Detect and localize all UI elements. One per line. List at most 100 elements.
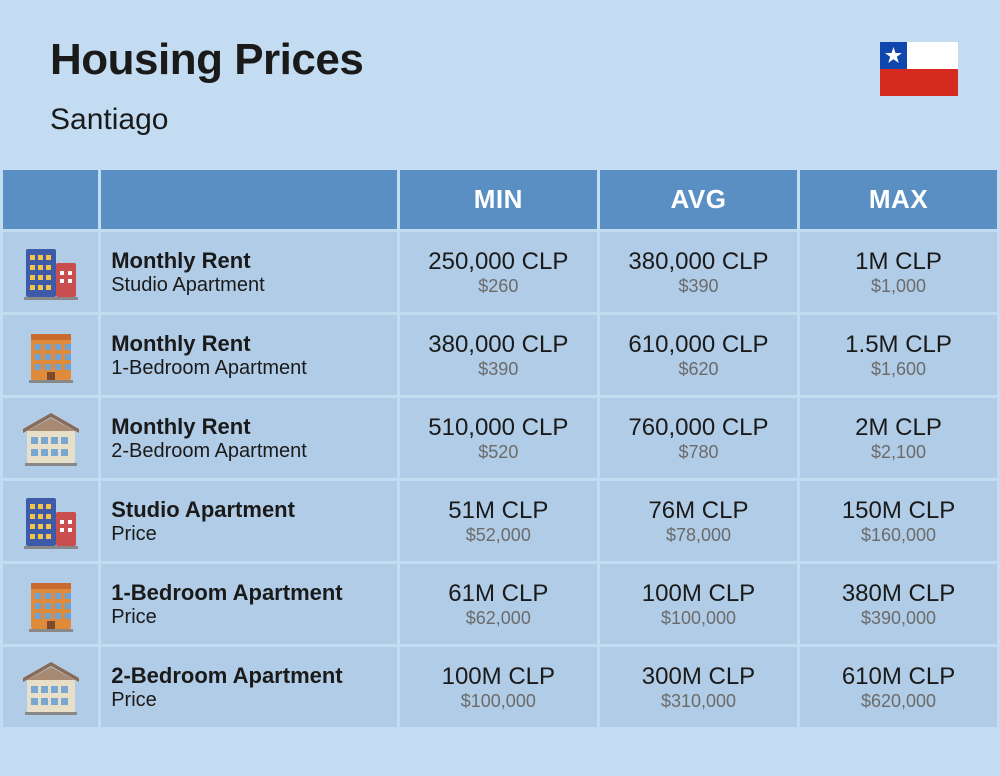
row-avg-cell: 100M CLP $100,000 (600, 564, 797, 644)
row-min-cell: 51M CLP $52,000 (400, 481, 597, 561)
page-title: Housing Prices (50, 35, 950, 85)
row-max-top: 150M CLP (800, 497, 997, 525)
row-label-top: Monthly Rent (111, 248, 397, 273)
row-min-top: 250,000 CLP (400, 248, 597, 276)
col-avg: AVG (600, 170, 797, 229)
row-min-cell: 61M CLP $62,000 (400, 564, 597, 644)
row-avg-top: 76M CLP (600, 497, 797, 525)
table-row: Monthly Rent 1-Bedroom Apartment 380,000… (3, 315, 997, 395)
row-avg-top: 610,000 CLP (600, 331, 797, 359)
table-row: 1-Bedroom Apartment Price 61M CLP $62,00… (3, 564, 997, 644)
row-label-top: Monthly Rent (111, 414, 397, 439)
row-min-bot: $52,000 (400, 524, 597, 547)
row-label-bot: 2-Bedroom Apartment (111, 439, 397, 464)
page-subtitle: Santiago (50, 103, 950, 137)
row-min-bot: $520 (400, 441, 597, 464)
row-label-cell: Studio Apartment Price (101, 481, 397, 561)
row-avg-bot: $100,000 (600, 607, 797, 630)
row-min-bot: $100,000 (400, 690, 597, 713)
row-min-cell: 250,000 CLP $260 (400, 232, 597, 312)
col-icon (3, 170, 98, 229)
row-avg-cell: 380,000 CLP $390 (600, 232, 797, 312)
row-min-cell: 100M CLP $100,000 (400, 647, 597, 727)
row-label-bot: 1-Bedroom Apartment (111, 356, 397, 381)
row-max-top: 2M CLP (800, 414, 997, 442)
row-max-top: 1.5M CLP (800, 331, 997, 359)
row-max-cell: 2M CLP $2,100 (800, 398, 997, 478)
row-min-cell: 380,000 CLP $390 (400, 315, 597, 395)
row-max-bot: $1,600 (800, 358, 997, 381)
row-label-top: Studio Apartment (111, 497, 397, 522)
building-orange-icon (3, 577, 98, 633)
row-label-bot: Studio Apartment (111, 273, 397, 298)
row-min-bot: $390 (400, 358, 597, 381)
row-avg-top: 100M CLP (600, 580, 797, 608)
row-max-cell: 1.5M CLP $1,600 (800, 315, 997, 395)
row-max-top: 610M CLP (800, 663, 997, 691)
row-min-top: 51M CLP (400, 497, 597, 525)
row-avg-top: 380,000 CLP (600, 248, 797, 276)
row-avg-bot: $390 (600, 275, 797, 298)
row-max-cell: 150M CLP $160,000 (800, 481, 997, 561)
row-avg-bot: $310,000 (600, 690, 797, 713)
row-icon-cell (3, 232, 98, 312)
col-label (101, 170, 397, 229)
row-avg-top: 300M CLP (600, 663, 797, 691)
row-label-cell: 1-Bedroom Apartment Price (101, 564, 397, 644)
row-min-top: 100M CLP (400, 663, 597, 691)
row-label-top: 1-Bedroom Apartment (111, 580, 397, 605)
row-min-bot: $260 (400, 275, 597, 298)
row-label-cell: 2-Bedroom Apartment Price (101, 647, 397, 727)
building-blue-icon (3, 494, 98, 550)
row-icon-cell (3, 315, 98, 395)
pricing-table: MIN AVG MAX Monthly Rent Studio Apartmen… (0, 167, 1000, 730)
row-max-bot: $1,000 (800, 275, 997, 298)
row-avg-bot: $620 (600, 358, 797, 381)
row-label-top: Monthly Rent (111, 331, 397, 356)
row-min-top: 380,000 CLP (400, 331, 597, 359)
table-row: Monthly Rent Studio Apartment 250,000 CL… (3, 232, 997, 312)
row-avg-bot: $780 (600, 441, 797, 464)
row-label-cell: Monthly Rent 1-Bedroom Apartment (101, 315, 397, 395)
row-avg-cell: 610,000 CLP $620 (600, 315, 797, 395)
row-avg-cell: 760,000 CLP $780 (600, 398, 797, 478)
row-label-bot: Price (111, 522, 397, 547)
row-avg-top: 760,000 CLP (600, 414, 797, 442)
col-min: MIN (400, 170, 597, 229)
row-max-bot: $2,100 (800, 441, 997, 464)
row-min-top: 510,000 CLP (400, 414, 597, 442)
row-label-cell: Monthly Rent 2-Bedroom Apartment (101, 398, 397, 478)
col-max: MAX (800, 170, 997, 229)
row-label-top: 2-Bedroom Apartment (111, 663, 397, 688)
row-min-bot: $62,000 (400, 607, 597, 630)
row-label-cell: Monthly Rent Studio Apartment (101, 232, 397, 312)
house-beige-icon (3, 411, 98, 467)
row-max-cell: 380M CLP $390,000 (800, 564, 997, 644)
table-header-row: MIN AVG MAX (3, 170, 997, 229)
row-max-bot: $620,000 (800, 690, 997, 713)
row-avg-bot: $78,000 (600, 524, 797, 547)
row-max-cell: 610M CLP $620,000 (800, 647, 997, 727)
row-label-bot: Price (111, 688, 397, 713)
header: Housing Prices Santiago (0, 0, 1000, 167)
row-max-bot: $390,000 (800, 607, 997, 630)
building-orange-icon (3, 328, 98, 384)
row-min-cell: 510,000 CLP $520 (400, 398, 597, 478)
row-avg-cell: 76M CLP $78,000 (600, 481, 797, 561)
row-icon-cell (3, 481, 98, 561)
row-icon-cell (3, 647, 98, 727)
row-max-top: 1M CLP (800, 248, 997, 276)
house-beige-icon (3, 660, 98, 716)
row-max-top: 380M CLP (800, 580, 997, 608)
row-max-bot: $160,000 (800, 524, 997, 547)
building-blue-icon (3, 245, 98, 301)
row-avg-cell: 300M CLP $310,000 (600, 647, 797, 727)
row-max-cell: 1M CLP $1,000 (800, 232, 997, 312)
table-row: 2-Bedroom Apartment Price 100M CLP $100,… (3, 647, 997, 727)
row-min-top: 61M CLP (400, 580, 597, 608)
table-row: Monthly Rent 2-Bedroom Apartment 510,000… (3, 398, 997, 478)
row-icon-cell (3, 564, 98, 644)
chile-flag-icon (880, 42, 958, 96)
row-icon-cell (3, 398, 98, 478)
row-label-bot: Price (111, 605, 397, 630)
